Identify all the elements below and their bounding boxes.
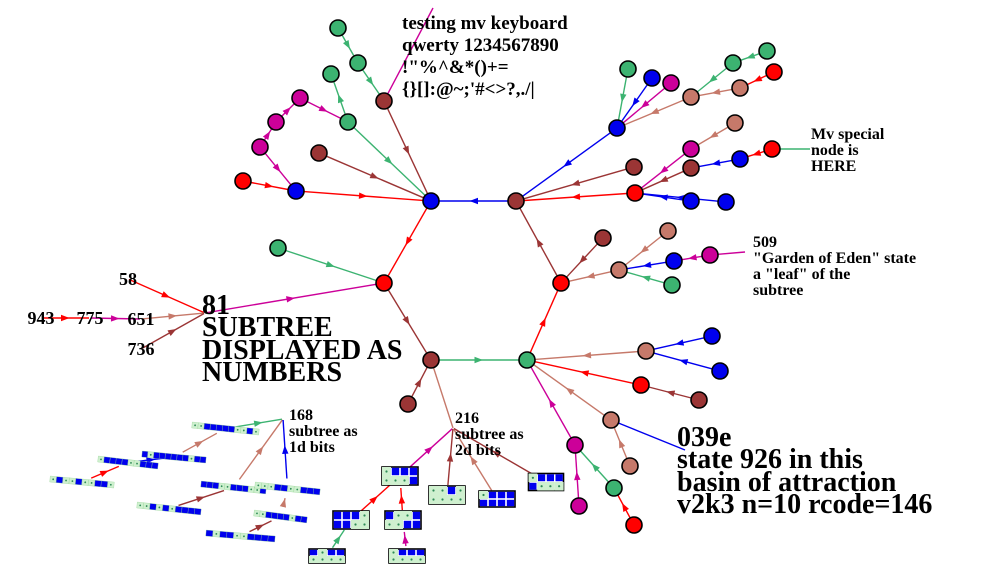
svg-text:775: 775: [77, 308, 104, 328]
svg-text:943: 943: [28, 308, 55, 328]
svg-text:736: 736: [128, 339, 155, 359]
svg-text:58: 58: [119, 269, 137, 289]
svg-text:651: 651: [128, 309, 155, 329]
